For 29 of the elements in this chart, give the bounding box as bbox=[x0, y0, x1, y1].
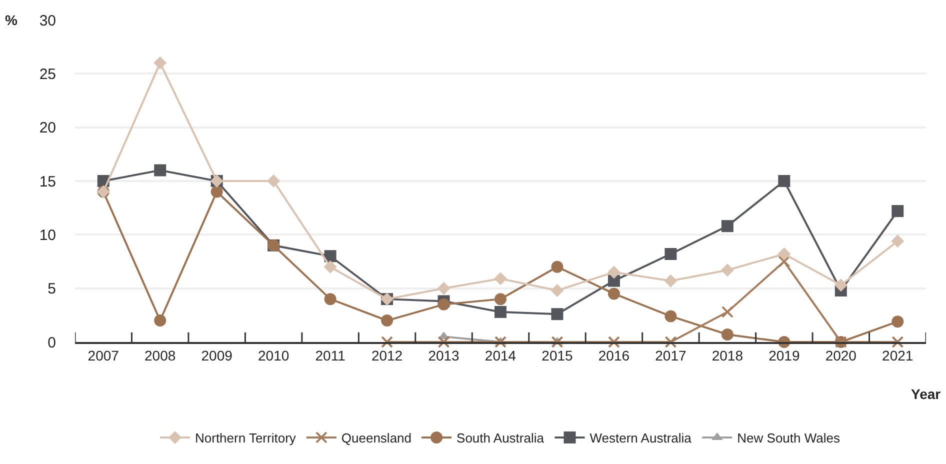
x-tick-label: 2010 bbox=[258, 348, 290, 364]
x-tick-label: 2009 bbox=[201, 348, 233, 364]
y-tick-label: 25 bbox=[39, 66, 56, 83]
y-tick-label: 20 bbox=[39, 120, 56, 137]
legend-label: Queensland bbox=[341, 430, 412, 446]
x-axis-title: Year bbox=[911, 386, 942, 402]
x-tick-label: 2015 bbox=[542, 348, 574, 364]
x-tick-label: 2007 bbox=[88, 348, 120, 364]
x-tick-label: 2014 bbox=[484, 348, 516, 364]
y-tick-label: 0 bbox=[48, 334, 56, 352]
x-tick-label: 2008 bbox=[144, 348, 176, 364]
x-tick-label: 2011 bbox=[315, 348, 346, 364]
x-tick-label: 2016 bbox=[598, 348, 630, 364]
y-tick-label: 15 bbox=[39, 173, 56, 190]
y-tick-label: 10 bbox=[39, 226, 56, 244]
y-tick-label: 5 bbox=[48, 280, 56, 298]
x-tick-label: 2017 bbox=[655, 348, 686, 364]
x-tick-label: 2012 bbox=[371, 348, 403, 364]
x-tick-label: 2019 bbox=[768, 348, 800, 364]
legend-label: South Australia bbox=[456, 430, 545, 446]
x-tick-label: 2013 bbox=[428, 348, 460, 364]
legend-label: Northern Territory bbox=[195, 430, 296, 446]
legend-label: New South Wales bbox=[737, 430, 840, 446]
y-tick-label: 30 bbox=[39, 12, 56, 30]
x-tick-label: 2018 bbox=[712, 348, 744, 364]
y-axis-title: % bbox=[5, 12, 18, 28]
x-tick-label: 2020 bbox=[825, 348, 857, 364]
legend-label: Western Australia bbox=[590, 430, 692, 446]
x-tick-label: 2021 bbox=[882, 348, 914, 364]
